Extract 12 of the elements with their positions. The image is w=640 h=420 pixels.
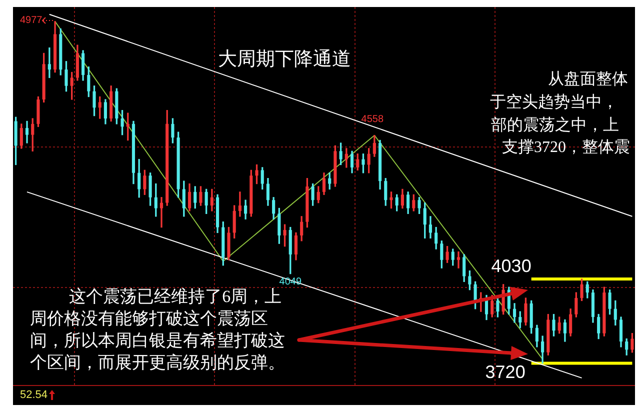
series-label: 3720 bbox=[485, 362, 526, 382]
annotation: 4977 bbox=[20, 15, 42, 26]
annotation: 支撑3720，整体震 bbox=[502, 138, 630, 158]
text: 52.54 bbox=[20, 389, 48, 402]
annotation: 这个震荡已经维持了6周，上周价格没有能够打破这个震荡区间，所以本周白银是有希望打破这个区间，而展开更高级别的反弹。 bbox=[30, 286, 286, 374]
annotation: 从盘面整体 bbox=[548, 70, 628, 90]
annotation: 4049 bbox=[279, 276, 302, 288]
annotation: 部的震荡之中，上 bbox=[491, 116, 619, 136]
annotation: 4558 bbox=[361, 114, 384, 126]
annotation: 于空头趋势当中， bbox=[490, 93, 618, 113]
series-label: 4030 bbox=[491, 256, 532, 276]
text: 大周期下降通道 bbox=[218, 49, 351, 70]
